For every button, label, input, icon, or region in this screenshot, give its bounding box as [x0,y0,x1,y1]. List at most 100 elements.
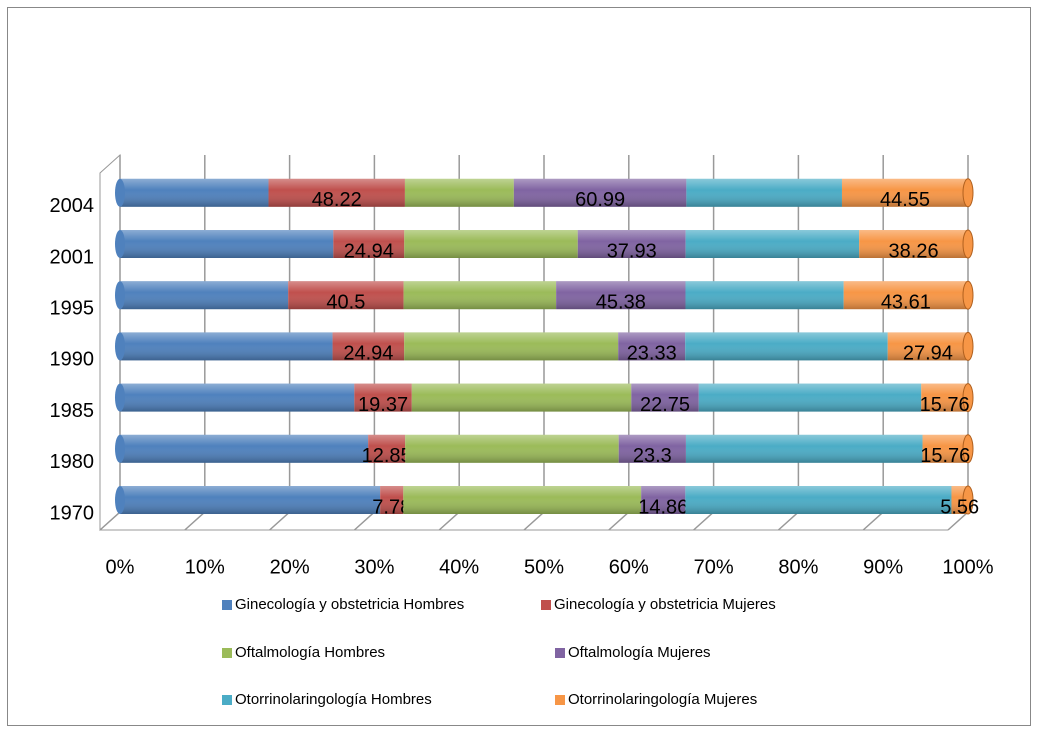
data-label: 44.55 [880,189,930,211]
bar-cap [115,332,125,361]
legend-label: Oftalmología Hombres [235,644,385,661]
data-label: 22.75 [640,394,690,416]
legend-label: Ginecología y obstetricia Hombres [235,596,464,613]
y-tick-label: 1985 [50,400,95,422]
bar-shade [685,281,844,310]
bar-cap [115,486,125,514]
y-tick-label: 1980 [50,451,95,473]
legend-swatch [222,600,232,610]
bar-shade [843,281,968,310]
legend-swatch [555,695,565,705]
legend-label: Oftalmología Mujeres [568,644,711,661]
x-tick-label: 30% [354,556,394,578]
bar-shade [120,332,333,361]
x-tick-label: 10% [185,556,225,578]
bar-shade [120,230,334,258]
bar-shade [556,281,686,310]
chart-frame [7,7,1031,726]
bar-cap [962,331,974,361]
bar-cap [962,485,974,515]
bar-shade [887,332,968,361]
bar-cap [115,230,125,258]
legend-swatch [555,648,565,658]
x-tick-label: 100% [942,556,993,578]
data-label: 19.37 [358,394,408,416]
x-tick-label: 40% [439,556,479,578]
bar-shade [513,178,687,207]
data-label: 38.26 [889,240,939,262]
bar-shade [332,332,405,361]
bar-shade [618,332,686,361]
bar-shade [120,281,289,310]
x-tick-label: 90% [863,556,903,578]
bar-shade [404,230,578,258]
data-label: 15.76 [920,394,970,416]
bar-shade [120,178,269,207]
x-tick-label: 60% [609,556,649,578]
y-tick-label: 1970 [50,502,95,524]
data-label: 14.86 [638,496,688,518]
data-label: 40.5 [326,291,365,313]
y-tick-label: 1990 [50,349,95,371]
x-tick-label: 80% [778,556,818,578]
x-tick-label: 70% [694,556,734,578]
bar-shade [411,383,632,412]
bar-shade [631,383,699,412]
bar-shade [641,486,686,514]
legend-label: Otorrinolaringología Hombres [235,691,432,708]
y-tick-label: 2004 [50,195,95,217]
bar-cap [115,434,125,463]
x-tick-label: 0% [106,556,135,578]
y-tick-label: 1995 [50,297,95,319]
bar-cap [962,280,974,310]
data-label: 48.22 [312,189,362,211]
data-label: 15.76 [920,445,970,467]
x-tick-label: 20% [270,556,310,578]
bar-shade [685,486,952,514]
bar-shade [403,486,642,514]
bar-shade [841,178,968,207]
data-label: 7.78 [372,496,411,518]
bar-shade [921,383,968,412]
legend-label: Otorrinolaringología Mujeres [568,691,757,708]
legend-swatch [222,648,232,658]
bar-cap [115,383,125,412]
legend-label: Ginecología y obstetricia Mujeres [554,596,776,613]
bar-shade [685,434,923,463]
data-label: 23.33 [627,343,677,365]
bar-shade [380,486,404,514]
bar-shade [268,178,405,207]
bar-shade [354,383,412,412]
legend-swatch [541,600,551,610]
data-label: 24.94 [343,343,393,365]
bar-shade [403,281,557,310]
bar-shade [333,230,405,258]
data-label: 45.38 [596,291,646,313]
data-label: 23.3 [633,445,672,467]
data-label: 60.99 [575,189,625,211]
bar-shade [404,332,619,361]
bar-shade [577,230,686,258]
bar-shade [859,230,968,258]
bar-shade [120,486,381,514]
bar-shade [120,434,369,463]
legend-swatch [222,695,232,705]
bar-cap [962,383,974,413]
data-label: 37.93 [607,240,657,262]
bar-cap [962,178,974,208]
bar-shade [618,434,686,463]
bar-shade [698,383,922,412]
x-tick-label: 50% [524,556,564,578]
bar-shade [685,332,888,361]
data-label: 27.94 [903,343,953,365]
bar-cap [962,434,974,464]
bar-shade [685,230,860,258]
bar-shade [404,178,514,207]
y-tick-label: 2001 [50,246,95,268]
bar-cap [962,229,974,259]
bar-shade [405,434,619,463]
bar-shade [686,178,842,207]
bar-cap [115,281,125,310]
data-label: 12.85 [362,445,412,467]
